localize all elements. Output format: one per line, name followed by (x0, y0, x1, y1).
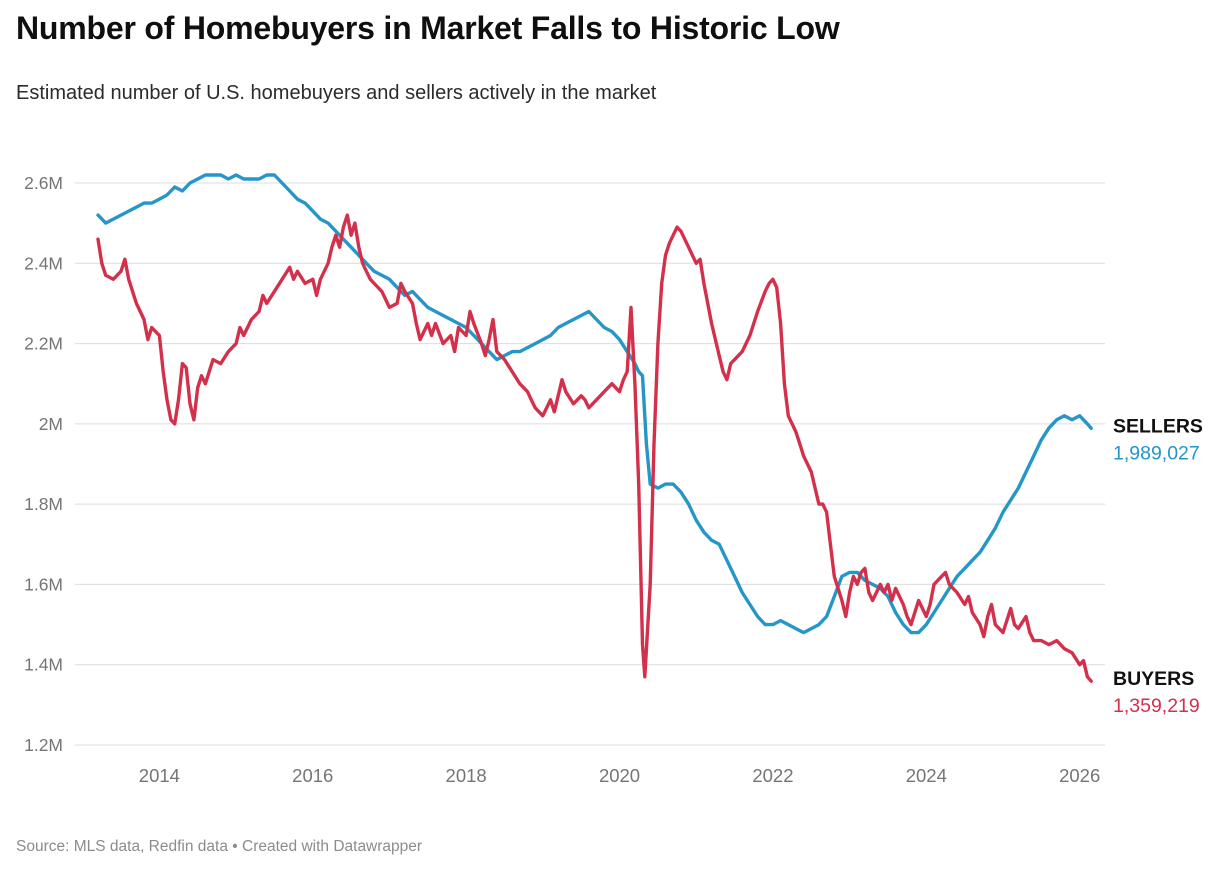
y-axis-tick-label: 1.6M (24, 574, 63, 594)
x-axis-tick-label: 2020 (599, 765, 640, 786)
page-title: Number of Homebuyers in Market Falls to … (16, 10, 840, 46)
buyers-end-label: BUYERS (1113, 668, 1194, 690)
end-label-layer: SELLERS 1,989,027 BUYERS 1,359,219 (1113, 415, 1203, 717)
buyers-line (96, 213, 1093, 683)
x-axis-tick-label: 2024 (906, 765, 947, 786)
source-note: Source: MLS data, Redfin data • Created … (16, 838, 423, 855)
series-line-layer (96, 173, 1093, 683)
x-axis-tick-label: 2018 (446, 765, 487, 786)
sellers-end-label: SELLERS (1113, 415, 1203, 437)
x-axis-tick-label: 2014 (139, 765, 180, 786)
sellers-line (96, 173, 1093, 635)
x-axis-tick-label: 2022 (752, 765, 793, 786)
y-axis-tick-label: 2.2M (24, 334, 63, 354)
y-axis-tick-label: 2.6M (24, 173, 63, 193)
axis-label-layer: 1.2M 1.4M 1.6M 1.8M 2M 2.2M 2.4M 2.6M 2014 2016 20… (24, 173, 1100, 786)
gridline-layer (75, 182, 1105, 746)
y-axis-tick-label: 2M (39, 414, 63, 434)
y-axis-tick-label: 1.4M (24, 655, 63, 675)
x-axis-tick-label: 2016 (292, 765, 333, 786)
x-axis-tick-label: 2026 (1059, 765, 1100, 786)
y-axis-tick-label: 2.4M (24, 253, 63, 273)
sellers-end-value: 1,989,027 (1113, 442, 1200, 464)
y-axis-tick-label: 1.2M (24, 735, 63, 755)
buyers-end-value: 1,359,219 (1113, 695, 1200, 717)
chart-svg: 1.2M 1.4M 1.6M 1.8M 2M 2.2M 2.4M 2.6M 2014 2016 20… (24, 173, 1203, 786)
chart-subtitle: Estimated number of U.S. homebuyers and … (16, 82, 657, 104)
y-axis-tick-label: 1.8M (24, 494, 63, 514)
